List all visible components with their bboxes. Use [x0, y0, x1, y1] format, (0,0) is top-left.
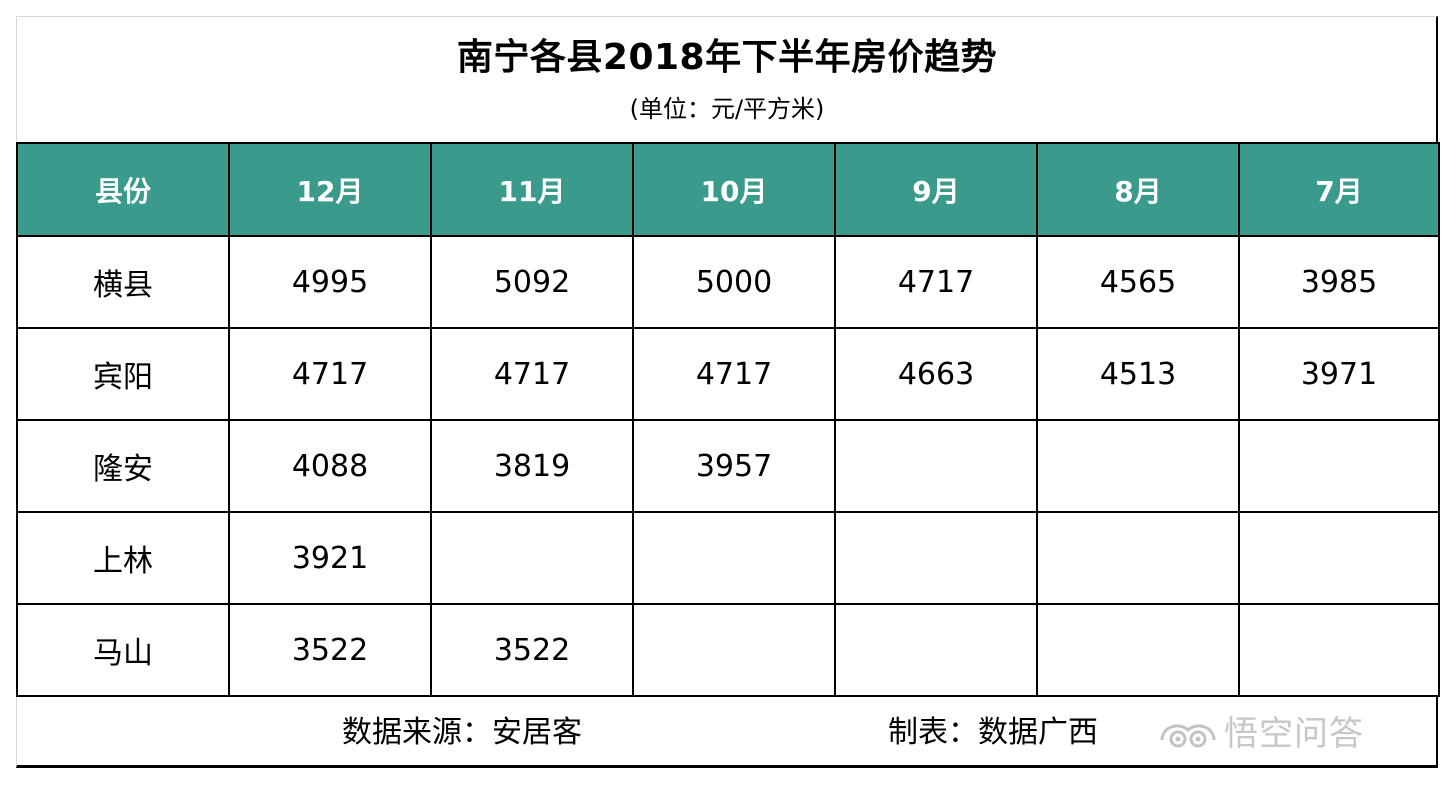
county-cell: 上林	[16, 511, 230, 605]
price-cell: 3921	[228, 511, 432, 605]
price-cell: 4717	[632, 327, 836, 421]
price-cell: 4565	[1036, 235, 1240, 329]
price-cell: 3522	[228, 603, 432, 697]
watermark: 悟空问答	[1158, 712, 1364, 756]
price-table: 县份 12月 11月 10月 9月 8月 7月 横县 4995 5092 500…	[16, 142, 1440, 697]
table-row: 马山 3522 3522	[16, 603, 1440, 697]
header-month: 8月	[1036, 142, 1240, 237]
price-cell	[632, 511, 836, 605]
price-cell	[430, 511, 634, 605]
price-cell: 4513	[1036, 327, 1240, 421]
price-cell	[834, 419, 1038, 513]
table-footer: 数据来源：安居客 制表：数据广西	[16, 697, 1438, 767]
price-cell: 3819	[430, 419, 634, 513]
header-county: 县份	[16, 142, 230, 237]
county-cell: 横县	[16, 235, 230, 329]
price-cell: 4995	[228, 235, 432, 329]
wukong-logo-icon	[1160, 724, 1216, 748]
data-source-note: 数据来源：安居客	[342, 715, 582, 750]
price-cell	[1036, 511, 1240, 605]
watermark-text: 悟空问答	[1224, 714, 1364, 754]
table-row: 上林 3921	[16, 511, 1440, 605]
price-cell: 4717	[834, 235, 1038, 329]
page-title: 南宁各县2018年下半年房价趋势	[456, 37, 998, 78]
header-month: 10月	[632, 142, 836, 237]
county-cell: 宾阳	[16, 327, 230, 421]
price-cell: 4717	[430, 327, 634, 421]
price-cell: 4663	[834, 327, 1038, 421]
county-cell: 隆安	[16, 419, 230, 513]
price-cell	[1036, 419, 1240, 513]
price-cell: 5000	[632, 235, 836, 329]
unit-subtitle: (单位：元/平方米)	[629, 95, 825, 123]
price-cell	[834, 511, 1038, 605]
price-cell: 3522	[430, 603, 634, 697]
price-cell: 5092	[430, 235, 634, 329]
county-cell: 马山	[16, 603, 230, 697]
table-row: 横县 4995 5092 5000 4717 4565 3985	[16, 235, 1440, 329]
table-row: 宾阳 4717 4717 4717 4663 4513 3971	[16, 327, 1440, 421]
table-header-row: 县份 12月 11月 10月 9月 8月 7月	[16, 142, 1440, 237]
table-row: 隆安 4088 3819 3957	[16, 419, 1440, 513]
table-maker-note: 制表：数据广西	[888, 715, 1098, 750]
price-cell: 4717	[228, 327, 432, 421]
header-month: 9月	[834, 142, 1038, 237]
price-cell: 4088	[228, 419, 432, 513]
price-cell: 3971	[1238, 327, 1440, 421]
header-month: 11月	[430, 142, 634, 237]
price-cell: 3957	[632, 419, 836, 513]
header-month: 12月	[228, 142, 432, 237]
price-cell	[1036, 603, 1240, 697]
price-cell	[1238, 511, 1440, 605]
header-month: 7月	[1238, 142, 1440, 237]
title-block: 南宁各县2018年下半年房价趋势 (单位：元/平方米)	[16, 16, 1438, 142]
price-cell	[834, 603, 1038, 697]
price-cell	[632, 603, 836, 697]
price-cell	[1238, 419, 1440, 513]
price-cell: 3985	[1238, 235, 1440, 329]
price-cell	[1238, 603, 1440, 697]
